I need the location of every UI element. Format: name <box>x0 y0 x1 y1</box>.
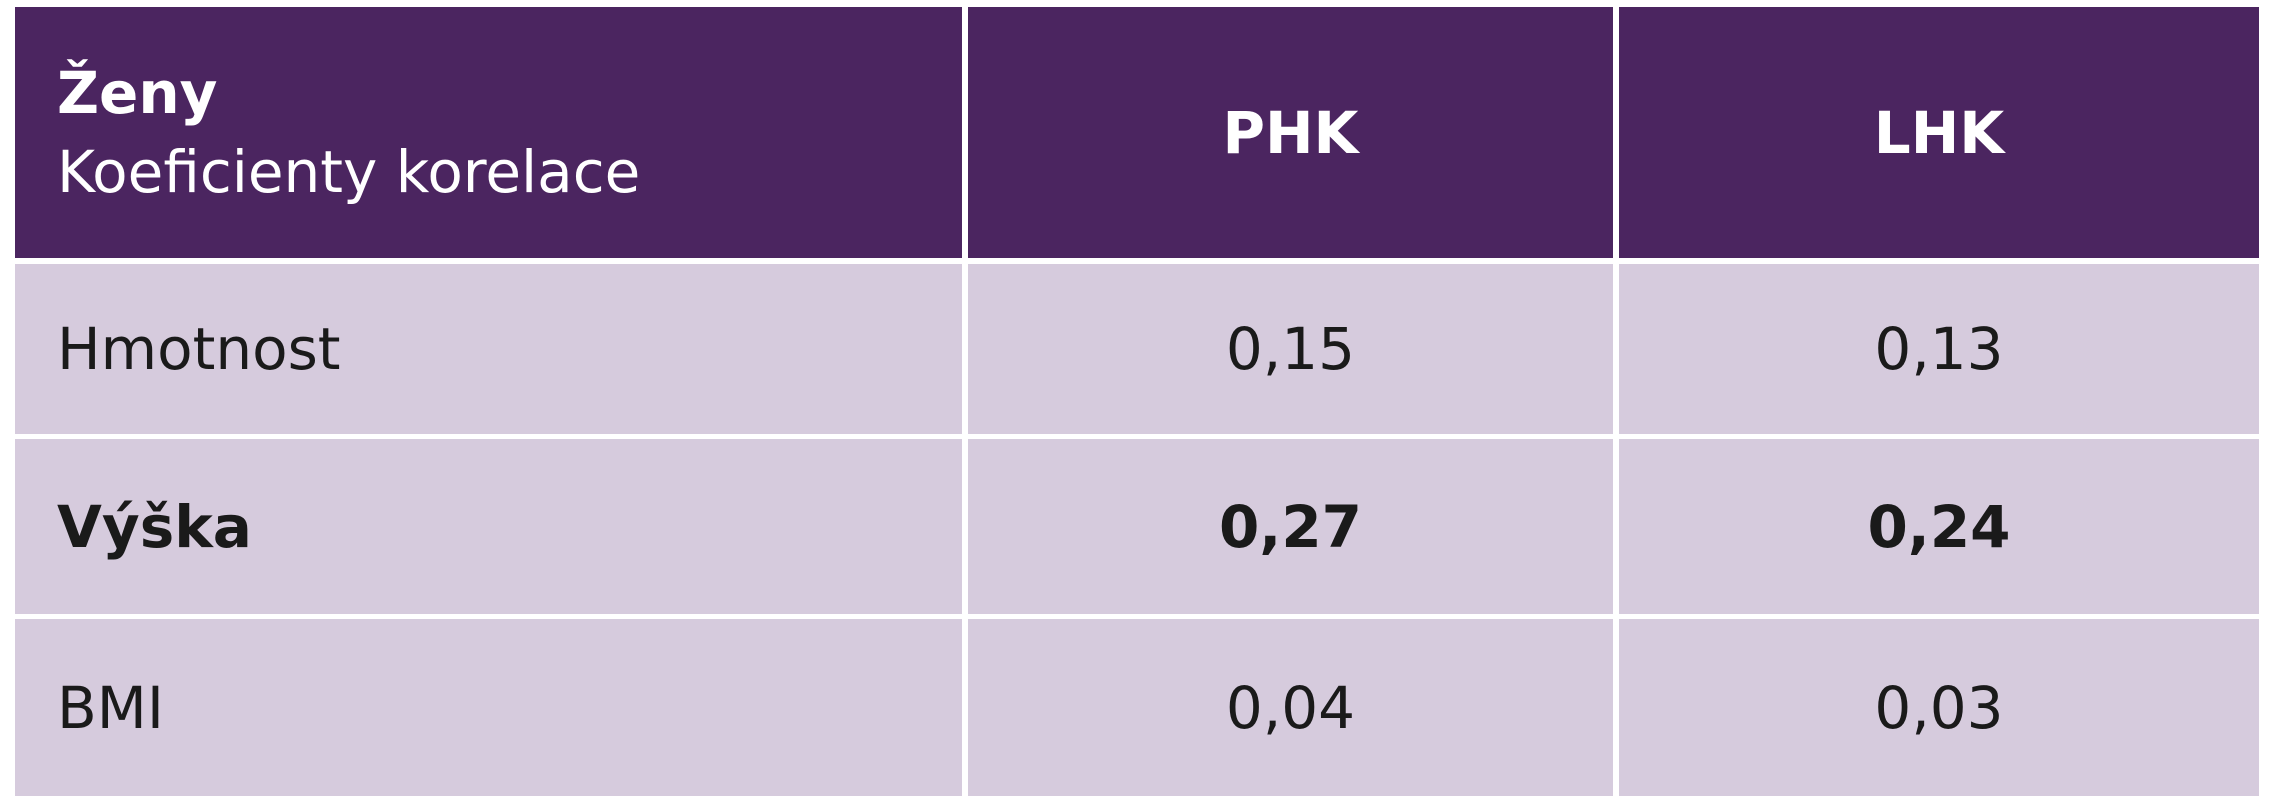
value-cell: 0,04 <box>968 619 1613 796</box>
row-label: BMI <box>15 619 962 796</box>
title-line: Ženy <box>57 59 218 128</box>
value-cell: 0,24 <box>1619 439 2259 614</box>
header-title: Ženy Koeficienty korelace <box>57 54 640 211</box>
value-cell: 0,13 <box>1619 264 2259 434</box>
value-cell: 0,15 <box>968 264 1613 434</box>
value-cell: 0,27 <box>968 439 1613 614</box>
title-line: Koeficienty korelace <box>57 137 641 206</box>
header-cell: Ženy Koeficienty korelace <box>15 7 962 258</box>
row-label: Výška <box>15 439 962 614</box>
column-header: LHK <box>1619 7 2259 258</box>
value-cell: 0,03 <box>1619 619 2259 796</box>
row-label: Hmotnost <box>15 264 962 434</box>
column-header: PHK <box>968 7 1613 258</box>
